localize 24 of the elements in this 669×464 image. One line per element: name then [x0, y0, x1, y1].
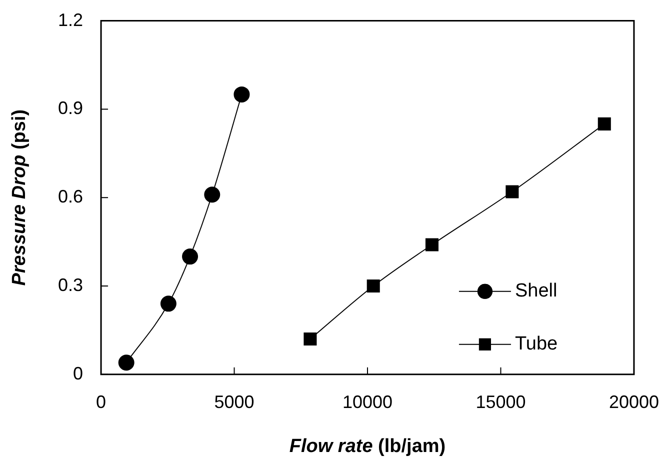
x-tick-label: 20000 [608, 392, 660, 412]
point [304, 332, 317, 346]
point [160, 296, 176, 312]
x-axis-title: Flow rate (lb/jam) [289, 436, 446, 458]
y-tick-label: 0.3 [58, 274, 84, 295]
y-axis-title: Pressure Drop (psi) [9, 109, 30, 286]
y-tick-label: 0.6 [58, 186, 84, 207]
y-tick-label: 0 [73, 363, 84, 384]
point [366, 279, 380, 293]
x-tick-label: 0 [96, 392, 106, 412]
point [234, 86, 250, 102]
legend-label: Tube [514, 334, 558, 355]
point [182, 248, 198, 265]
x-tick-label: 15000 [476, 392, 526, 412]
point [425, 238, 438, 252]
point [598, 117, 611, 130]
x-tick-label: 10000 [342, 392, 393, 412]
legend-label: Shell [514, 280, 558, 302]
point [204, 186, 220, 203]
point [506, 185, 519, 198]
y-tick-label: 0.9 [58, 98, 84, 118]
y-tick-label: 1.2 [58, 10, 84, 30]
point [118, 354, 134, 371]
x-tick-label: 5000 [214, 392, 254, 412]
